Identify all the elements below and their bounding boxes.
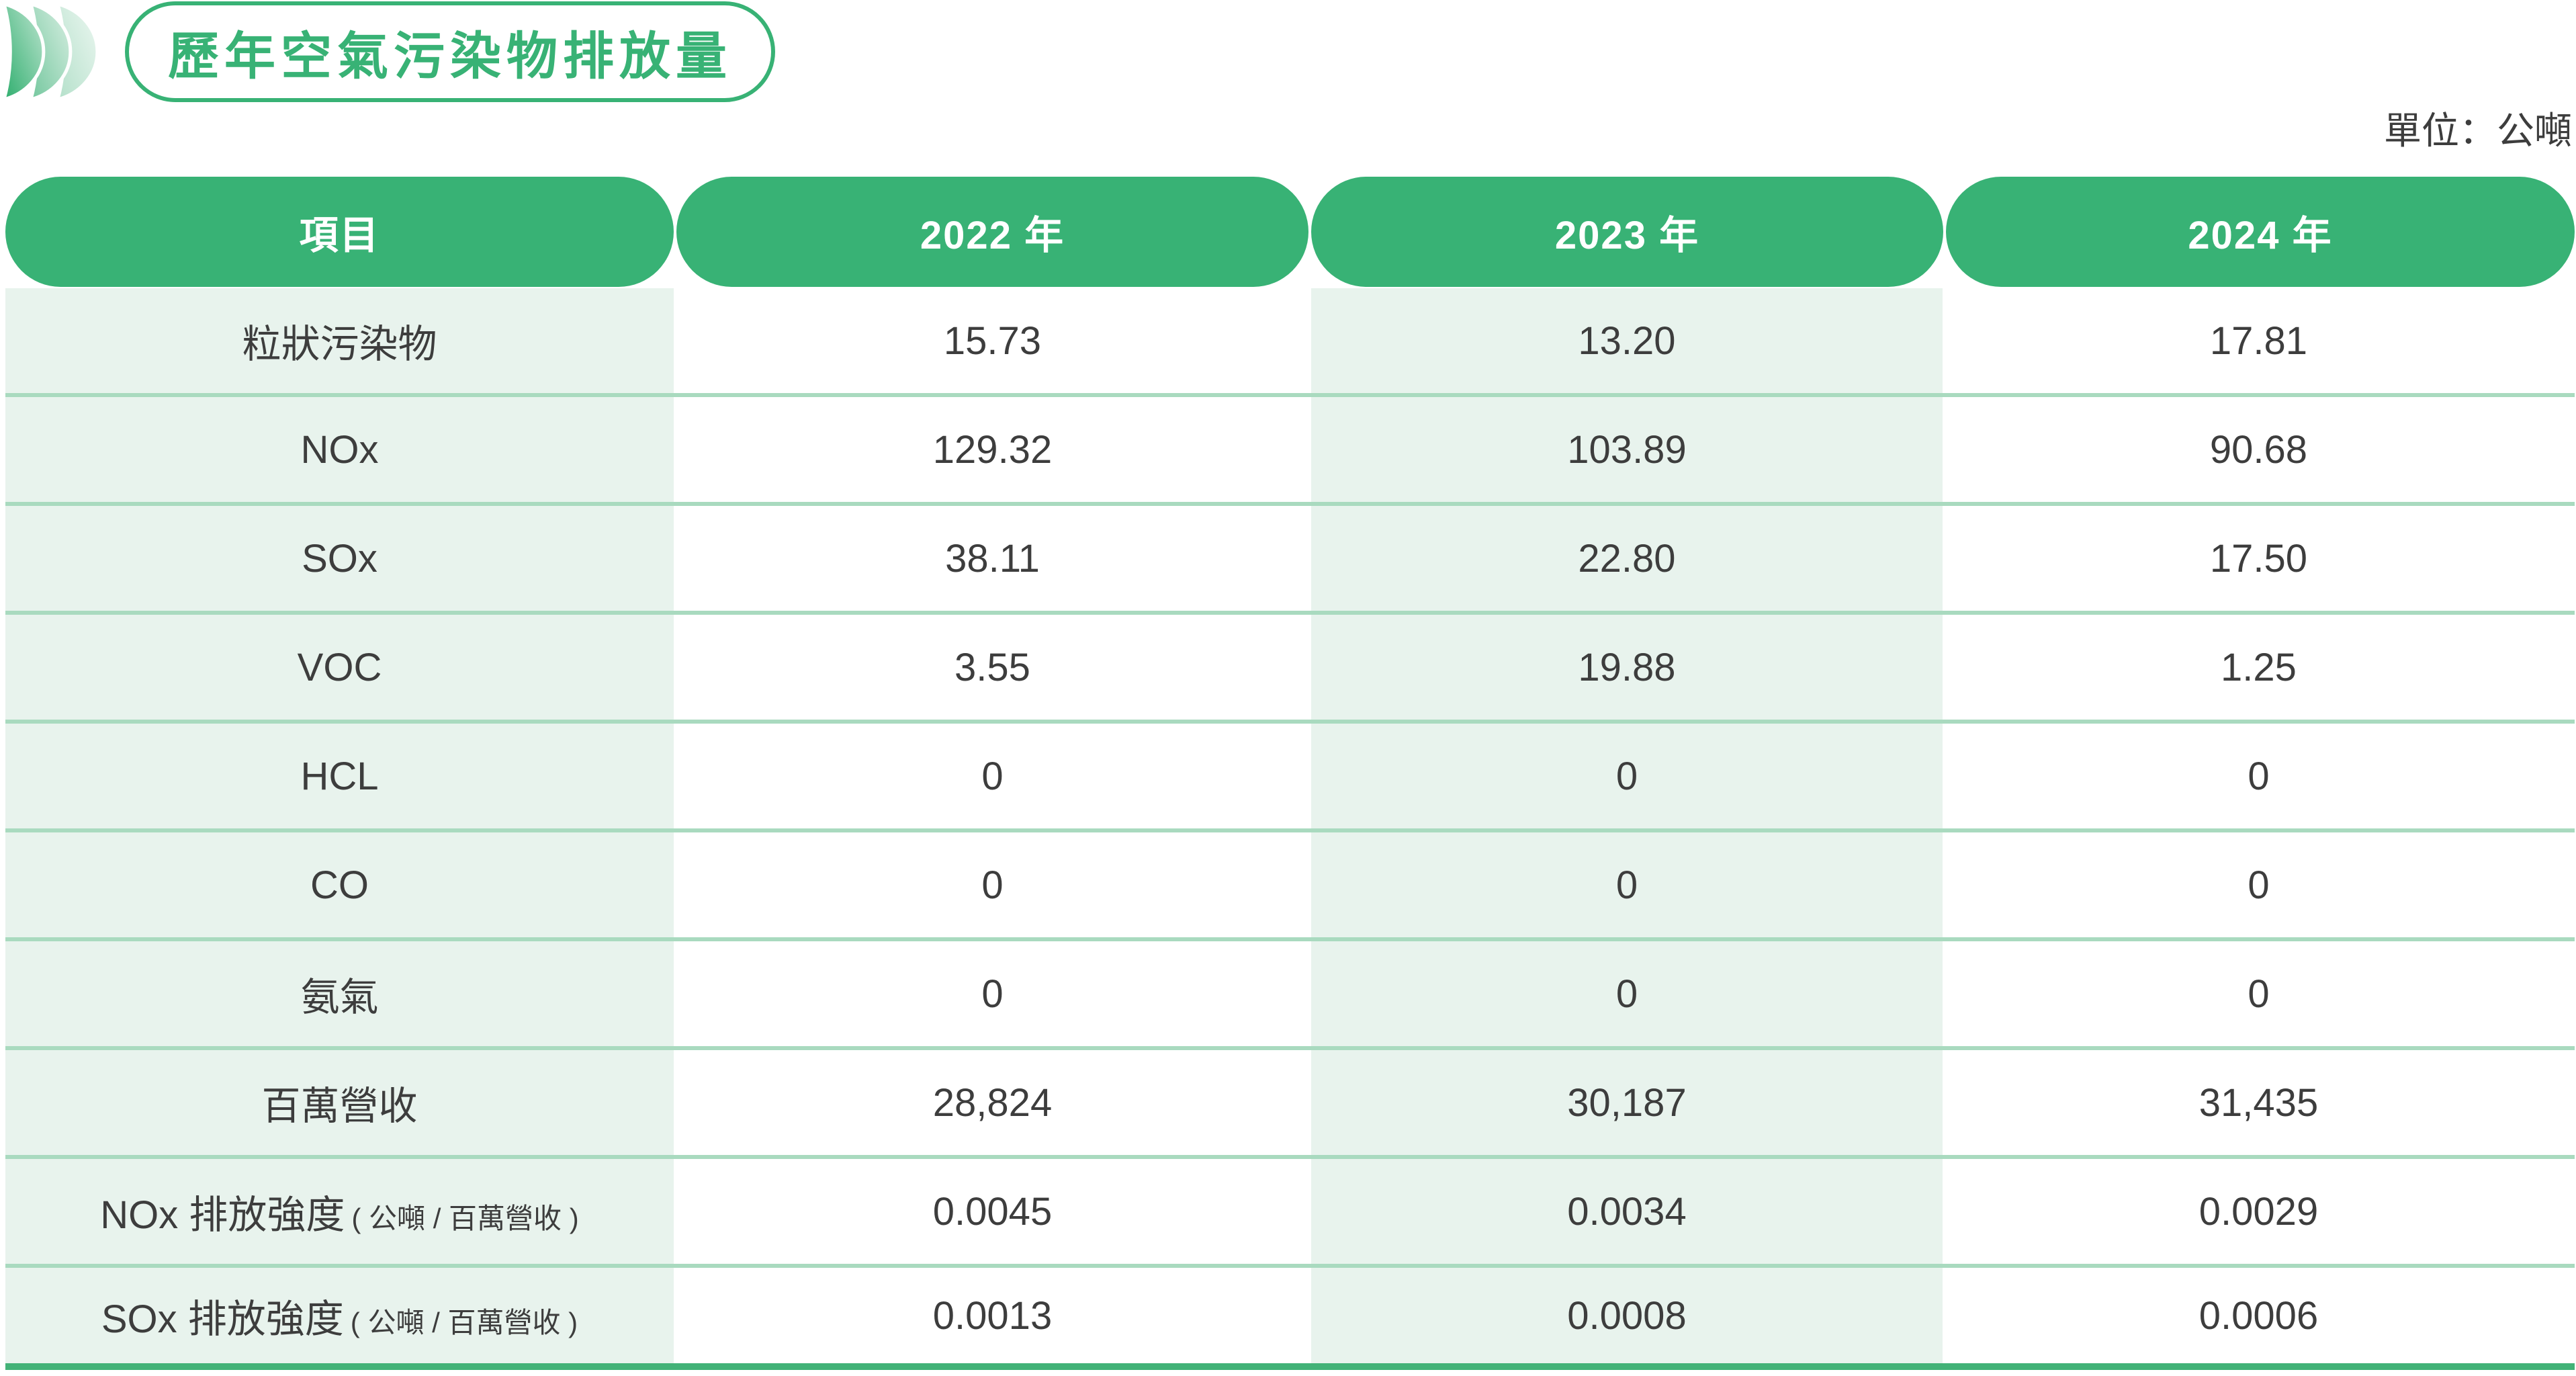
- value-cell-2023: 22.80: [1578, 536, 1676, 580]
- value-cell-2022: 0.0013: [932, 1293, 1053, 1338]
- table-row: SOx 排放強度 ( 公噸 / 百萬營收 ) 0.0013 0.0008 0.0…: [5, 1268, 2575, 1370]
- unit-note: 單位：公噸: [2384, 110, 2572, 152]
- row-label-cell: 氨氣: [5, 965, 674, 1022]
- table-row: NOx 129.32 103.89 90.68: [5, 397, 2575, 506]
- column-header-2023: 2023 年: [1311, 177, 1943, 287]
- value-cell-2024: 0: [2248, 754, 2270, 798]
- row-label-cell: 粒狀污染物: [5, 312, 674, 369]
- column-header-item: 項目: [5, 177, 674, 287]
- value-cell-2024: 0: [2248, 863, 2270, 907]
- value-cell-2024: 0: [2248, 972, 2270, 1016]
- row-label: 粒狀污染物: [242, 322, 437, 366]
- row-label: HCL: [300, 754, 379, 798]
- row-label-cell: NOx 排放強度 ( 公噸 / 百萬營收 ): [5, 1183, 674, 1240]
- value-cell-2023: 103.89: [1567, 427, 1687, 472]
- value-cell-2023: 0: [1615, 863, 1638, 907]
- table-header-row: 項目 2022 年 2023 年 2024 年: [5, 177, 2575, 287]
- table-row: 氨氣 0 0 0: [5, 941, 2575, 1050]
- column-header-2024: 2024 年: [1946, 177, 2575, 287]
- table-row: CO 0 0 0: [5, 832, 2575, 941]
- row-label: SOx: [302, 536, 377, 580]
- value-cell-2024: 1.25: [2221, 645, 2297, 689]
- value-cell-2022: 15.73: [943, 318, 1042, 363]
- table-row: HCL 0 0 0: [5, 724, 2575, 832]
- table-row: 百萬營收 28,824 30,187 31,435: [5, 1050, 2575, 1159]
- table-row: 粒狀污染物 15.73 13.20 17.81: [5, 288, 2575, 397]
- row-label-cell: CO: [5, 863, 674, 908]
- value-cell-2024: 0.0006: [2199, 1293, 2319, 1338]
- value-cell-2023: 0.0034: [1567, 1189, 1687, 1234]
- row-label: CO: [310, 863, 369, 907]
- row-label: VOC: [297, 645, 382, 689]
- row-label: NOx: [300, 427, 379, 472]
- column-header-2022: 2022 年: [676, 177, 1308, 287]
- value-cell-2024: 0.0029: [2199, 1189, 2319, 1234]
- value-cell-2023: 13.20: [1578, 318, 1676, 363]
- table-row: NOx 排放強度 ( 公噸 / 百萬營收 ) 0.0045 0.0034 0.0…: [5, 1159, 2575, 1268]
- row-label-small: ( 公噸 / 百萬營收 ): [351, 1203, 579, 1234]
- section-title-row: 歷年空氣污染物排放量: [0, 1, 775, 102]
- value-cell-2022: 129.32: [932, 427, 1053, 472]
- value-cell-2022: 38.11: [945, 536, 1040, 580]
- page-title: 歷年空氣污染物排放量: [168, 28, 732, 85]
- value-cell-2022: 0: [981, 754, 1004, 798]
- row-label-small: ( 公噸 / 百萬營收 ): [350, 1307, 578, 1338]
- value-cell-2022: 28,824: [932, 1080, 1053, 1125]
- row-label-cell: SOx: [5, 536, 674, 581]
- triple-crescent-icon: [1, 1, 99, 102]
- value-cell-2024: 90.68: [2209, 427, 2308, 472]
- row-label: SOx 排放強度: [101, 1297, 344, 1341]
- value-cell-2023: 19.88: [1578, 645, 1676, 689]
- value-cell-2022: 3.55: [954, 645, 1030, 689]
- value-cell-2023: 0: [1615, 754, 1638, 798]
- value-cell-2023: 0.0008: [1567, 1293, 1687, 1338]
- value-cell-2022: 0: [981, 972, 1004, 1016]
- value-cell-2022: 0: [981, 863, 1004, 907]
- row-label-cell: SOx 排放強度 ( 公噸 / 百萬營收 ): [5, 1287, 674, 1344]
- row-label-cell: 百萬營收: [5, 1074, 674, 1131]
- row-label-cell: VOC: [5, 645, 674, 690]
- value-cell-2023: 0: [1615, 972, 1638, 1016]
- table-body: 粒狀污染物 15.73 13.20 17.81 NOx 129.32 103.8…: [5, 288, 2575, 1370]
- value-cell-2024: 31,435: [2199, 1080, 2319, 1125]
- value-cell-2022: 0.0045: [932, 1189, 1053, 1234]
- value-cell-2024: 17.50: [2209, 536, 2308, 580]
- row-label-cell: NOx: [5, 427, 674, 472]
- row-label: 氨氣: [300, 976, 379, 1019]
- value-cell-2023: 30,187: [1567, 1080, 1687, 1125]
- row-label: 百萬營收: [261, 1084, 418, 1128]
- value-cell-2024: 17.81: [2209, 318, 2308, 363]
- section-title-pill: 歷年空氣污染物排放量: [125, 1, 775, 102]
- table-row: VOC 3.55 19.88 1.25: [5, 615, 2575, 724]
- row-label: NOx 排放強度: [100, 1193, 345, 1237]
- row-label-cell: HCL: [5, 754, 674, 799]
- table-row: SOx 38.11 22.80 17.50: [5, 506, 2575, 615]
